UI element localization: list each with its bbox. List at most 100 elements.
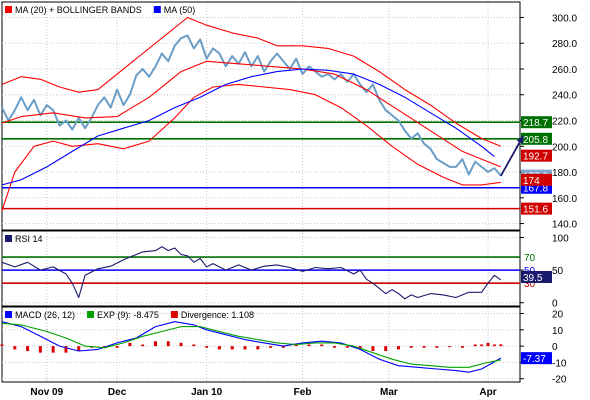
divergence-bar <box>51 346 55 353</box>
forecast-arrow-shaft <box>500 135 524 177</box>
divergence-bar <box>64 346 68 353</box>
divergence-bar <box>422 346 426 348</box>
price-series-line <box>1 16 502 147</box>
price-legend-swatch <box>153 6 161 13</box>
price-series-line <box>1 68 495 186</box>
rsi-y-tick-label: 50 <box>552 266 564 277</box>
price-series-line <box>1 60 502 168</box>
divergence-bar <box>205 346 209 348</box>
rsi-legend-swatch <box>5 235 12 242</box>
divergence-bar <box>179 342 183 347</box>
rsi-level-label: 70 <box>524 253 536 264</box>
divergence-bar <box>153 341 157 347</box>
macd-series-line <box>1 321 502 373</box>
x-tick-label: Apr <box>479 387 496 398</box>
price-level-tag-label: 167.8 <box>523 184 548 195</box>
rsi-level-label: 30 <box>524 279 536 290</box>
rsi-series-line <box>1 246 502 300</box>
divergence-bar <box>473 344 477 347</box>
divergence-bar <box>38 346 42 353</box>
divergence-bar <box>333 346 337 348</box>
divergence-bar <box>371 346 375 352</box>
price-level-tag-label: 205.8 <box>523 135 548 146</box>
x-tick-label: Jan 10 <box>191 387 223 398</box>
price-series-line <box>1 34 502 177</box>
price-y-tick-label: 160.0 <box>552 194 577 205</box>
price-value-tag <box>521 173 552 186</box>
x-tick-label: Mar <box>380 387 398 398</box>
macd-y-tick-label: 20 <box>552 310 564 321</box>
macd-y-tick-label: 0 <box>552 342 558 353</box>
price-y-tick-label: 240.0 <box>552 91 577 102</box>
divergence-bar <box>269 346 273 348</box>
price-level-tag <box>521 202 552 215</box>
divergence-bar <box>115 346 119 348</box>
divergence-bar <box>307 344 311 347</box>
rsi-value-tag <box>521 270 552 283</box>
divergence-bar <box>77 346 81 352</box>
macd-value-tag-label: -7.37 <box>523 354 546 365</box>
divergence-bar <box>409 346 413 348</box>
macd-legend-label: MACD (26, 12) <box>15 310 75 320</box>
divergence-bar <box>480 344 484 347</box>
price-y-tick-label: 200.0 <box>552 142 577 153</box>
price-panel-frame <box>1 1 521 231</box>
macd-legend-label: EXP (9): -8.475 <box>97 310 159 320</box>
divergence-bar <box>486 342 490 347</box>
rsi-legend-label: RSI 14 <box>15 234 43 244</box>
divergence-bar <box>384 346 388 352</box>
macd-y-tick-label: 10 <box>552 326 564 337</box>
macd-legend-swatch <box>5 311 12 318</box>
divergence-bar <box>217 346 221 350</box>
divergence-bar <box>243 346 247 350</box>
price-y-tick-label: 220.0 <box>552 117 577 128</box>
price-value-tag <box>521 149 552 162</box>
macd-legend-swatch <box>87 311 95 318</box>
divergence-bar <box>320 344 324 347</box>
divergence-bar <box>294 344 298 347</box>
forecast-arrow-head <box>516 135 524 144</box>
price-y-tick-label: 300.0 <box>552 13 577 24</box>
divergence-bar <box>281 346 285 348</box>
rsi-value-tag-label: 39.5 <box>523 273 543 284</box>
divergence-bar <box>128 342 132 347</box>
rsi-y-tick-label: 100 <box>552 234 569 245</box>
macd-panel-frame <box>1 306 521 383</box>
macd-y-tick-label: -10 <box>552 358 567 369</box>
price-value-tag-label: 192.7 <box>523 152 548 163</box>
x-tick-label: Dec <box>108 387 127 398</box>
divergence-bar <box>499 344 503 347</box>
macd-value-tag <box>521 352 552 365</box>
price-legend-swatch <box>5 6 12 13</box>
macd-series-line <box>1 322 501 368</box>
price-level-tag <box>521 132 552 145</box>
price-value-tag-label: 174 <box>523 176 540 187</box>
price-legend-label: MA (50) <box>164 5 196 15</box>
divergence-bar <box>492 344 496 347</box>
price-y-tick-label: 280.0 <box>552 39 577 50</box>
divergence-bar <box>256 346 260 350</box>
divergence-bar <box>166 341 170 347</box>
macd-legend-swatch <box>170 311 178 318</box>
price-series-line <box>1 83 501 211</box>
macd-y-tick-label: -20 <box>552 375 567 386</box>
price-y-tick-label: 180.0 <box>552 168 577 179</box>
divergence-bar <box>230 346 234 350</box>
rsi-y-tick-label: 0 <box>552 299 558 310</box>
divergence-bar <box>192 344 196 347</box>
divergence-bar <box>345 346 349 348</box>
divergence-bar <box>448 346 452 348</box>
divergence-bar <box>435 346 439 348</box>
price-level-tag-label: 151.6 <box>523 205 548 216</box>
macd-legend-label: Divergence: 1.108 <box>181 310 254 320</box>
divergence-bar <box>13 346 17 350</box>
price-legend-label: MA (20) + BOLLINGER BANDS <box>15 5 142 15</box>
divergence-bar <box>141 344 145 347</box>
price-y-tick-label: 260.0 <box>552 65 577 76</box>
divergence-bar <box>460 346 464 348</box>
price-level-tag-label: 218.7 <box>523 118 548 129</box>
divergence-bar <box>396 346 400 350</box>
divergence-bar <box>0 344 4 347</box>
rsi-panel-frame <box>1 230 521 307</box>
